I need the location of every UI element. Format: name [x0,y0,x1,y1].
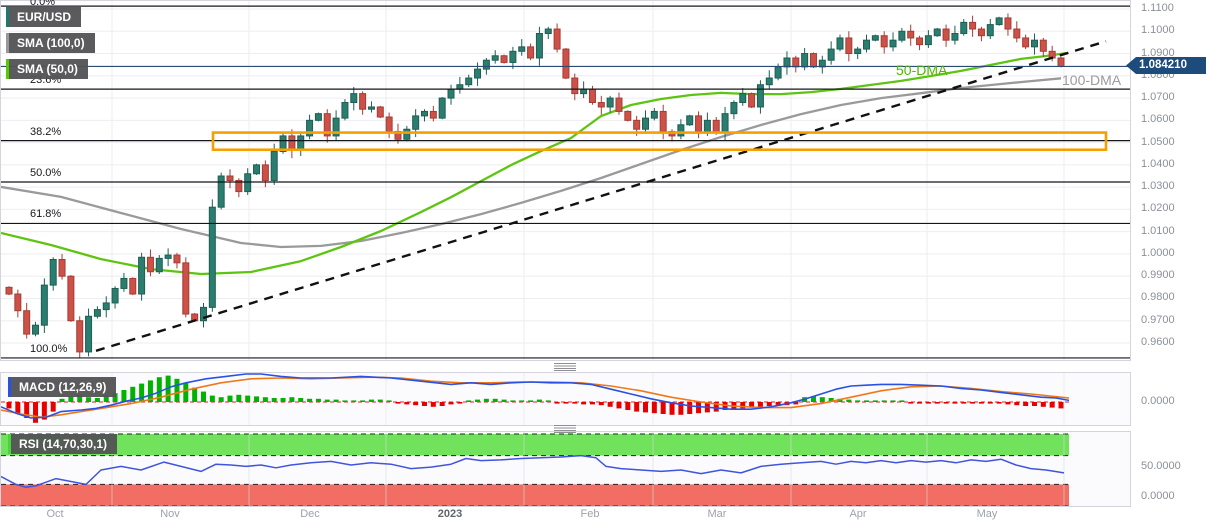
price-axis-label: 0.9900 [1141,269,1175,282]
macd-badge[interactable]: MACD (12,26,9) [8,377,117,397]
macd-panel [0,372,1131,426]
rsi-axis-label-low: 0.0000 [1141,490,1175,502]
rsi-zones [1,433,1069,506]
x-axis-label: Oct [46,508,64,520]
x-axis-label: Apr [849,508,867,520]
panel-resize-handle[interactable] [554,363,576,371]
dma50-annotation: 50-DMA [896,62,948,78]
sma50-label: SMA (50,0) [17,62,78,76]
x-axis-label: Mar [707,508,727,520]
price-axis-label: 1.0000 [1141,246,1175,259]
price-axis-label: 1.0900 [1141,46,1175,59]
ascending-trendline [95,40,1107,352]
fib-level-label: 100.0% [30,342,68,355]
fibonacci-lines [1,5,1130,359]
price-axis-label: 0.9800 [1141,291,1175,304]
price-axis-label: 1.0300 [1141,180,1175,193]
price-axis-label: 1.0500 [1141,135,1175,148]
fib-level-label: 0.0% [30,0,56,8]
price-axis-label: 1.0400 [1141,157,1175,170]
rsi-badge[interactable]: RSI (14,70,30,1) [8,434,118,454]
x-axis-label: May [976,508,998,520]
macd-histogram [6,375,1064,423]
price-panel [0,0,1131,361]
sma50-line [1,51,1067,276]
macd-label: MACD (12,26,9) [19,380,107,394]
fib-level-label: 38.2% [30,125,62,138]
last-price-tag: 1.084210 [1126,57,1206,74]
candlestick-layer [5,13,1065,359]
rsi-panel [0,431,1131,507]
sma50-badge[interactable]: SMA (50,0) [6,59,88,79]
sma100-accent-bar [6,33,9,53]
macd-chart [1,373,1070,425]
x-axis-label: Nov [160,508,180,520]
candlestick-chart [1,1,1130,360]
fib-level-label: 50.0% [30,167,62,179]
dma100-annotation: 100-DMA [1062,72,1122,88]
price-axis-label: 1.1100 [1141,2,1174,14]
price-axis-label: 1.0200 [1141,202,1175,215]
rsi-axis-label-mid: 50.0000 [1141,460,1181,472]
rsi-accent-bar [8,434,11,454]
macd-accent-bar [8,377,11,397]
sma100-badge[interactable]: SMA (100,0) [6,33,95,53]
sma100-line [1,77,1062,249]
rsi-chart [1,432,1069,506]
rsi-label: RSI (14,70,30,1) [19,437,108,451]
sma100-label: SMA (100,0) [17,36,85,50]
panel-resize-handle[interactable] [554,425,576,433]
rsi-line [1,454,1065,489]
macd-axis-label: 0.0000 [1141,395,1175,407]
price-axis-label: 0.9600 [1141,336,1175,348]
symbol-badge[interactable]: EUR/USD [6,7,82,27]
price-axis-label: 1.1000 [1141,24,1175,37]
symbol-label: EUR/USD [17,10,72,24]
symbol-accent-bar [6,7,9,27]
macd-main-line [1,373,1070,419]
resistance-box [211,131,1108,152]
x-axis-label: Dec [300,508,320,520]
x-axis-label: 2023 [437,508,463,520]
x-axis-label: Feb [580,508,600,520]
price-axis-label: 1.0700 [1141,91,1175,104]
sma50-accent-bar [6,59,9,79]
price-axis-label: 1.0600 [1141,113,1175,126]
price-axis-label: 0.9700 [1141,313,1175,326]
fib-level-label: 61.8% [30,208,62,221]
price-axis-label: 1.0100 [1141,224,1175,237]
